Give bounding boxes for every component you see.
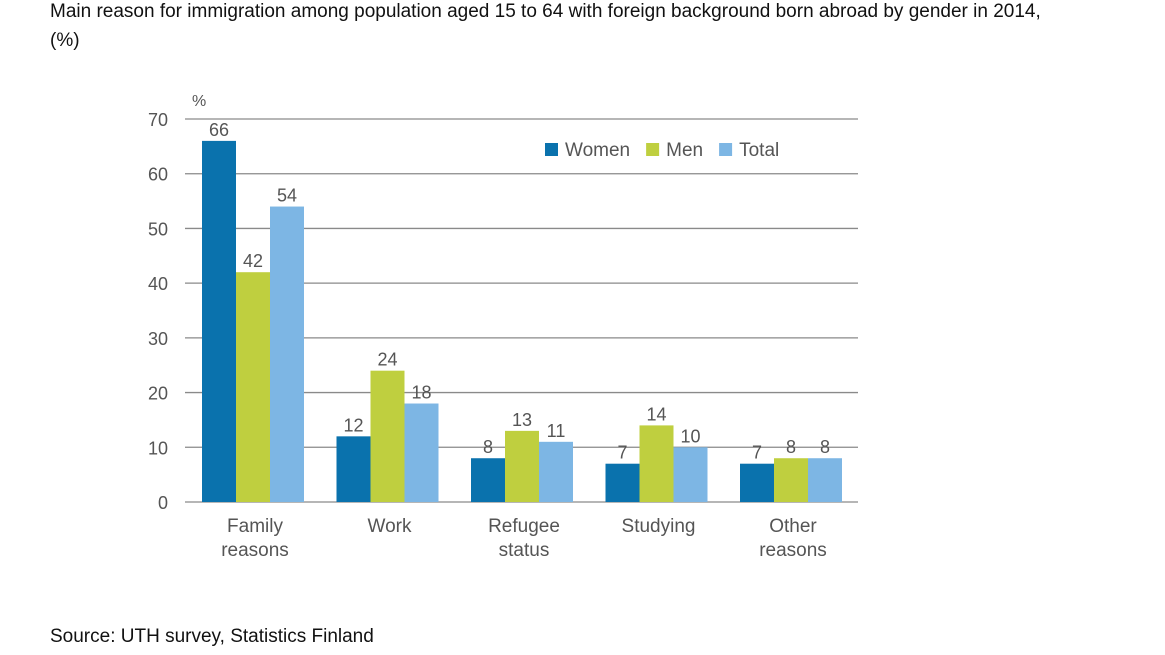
category-label: Studying xyxy=(622,516,696,537)
data-label: 11 xyxy=(547,421,566,441)
category-label: Refugee xyxy=(488,516,560,537)
y-tick-label: 70 xyxy=(148,110,168,130)
bar-women xyxy=(471,458,505,502)
data-label: 14 xyxy=(646,404,666,424)
data-label: 8 xyxy=(786,437,796,457)
bar-total xyxy=(808,458,842,502)
bar-men xyxy=(774,458,808,502)
data-label: 8 xyxy=(483,437,493,457)
y-tick-label: 60 xyxy=(148,165,168,185)
legend-swatch-men xyxy=(646,143,660,156)
data-label: 8 xyxy=(820,437,830,457)
y-axis-unit: % xyxy=(192,93,206,110)
data-label: 54 xyxy=(277,186,297,206)
y-tick-label: 40 xyxy=(148,274,168,294)
category-label: Other xyxy=(769,516,817,537)
bar-total xyxy=(404,403,439,502)
y-tick-label: 50 xyxy=(148,219,168,239)
legend-swatch-total xyxy=(719,143,733,156)
bar-men xyxy=(639,425,674,502)
bar-men xyxy=(505,430,539,502)
chart-title: Main reason for immigration among popula… xyxy=(50,1,1041,51)
y-tick-label: 0 xyxy=(158,493,168,513)
bar-total xyxy=(539,441,573,502)
bar-men xyxy=(236,272,270,502)
data-label: 10 xyxy=(680,426,700,446)
legend-label-women: Women xyxy=(565,140,630,161)
bar-total xyxy=(673,447,708,502)
category-label: Work xyxy=(368,516,412,537)
bar-women xyxy=(202,140,236,502)
bar-women xyxy=(740,463,774,502)
bar-women xyxy=(605,463,640,502)
data-label: 42 xyxy=(243,251,263,271)
y-tick-label: 30 xyxy=(148,329,168,349)
data-label: 12 xyxy=(343,415,363,435)
y-tick-label: 20 xyxy=(148,384,168,404)
bar-women xyxy=(336,436,371,502)
legend-label-men: Men xyxy=(666,140,703,161)
source-note: Source: UTH survey, Statistics Finland xyxy=(50,626,374,647)
category-label: Family xyxy=(227,516,283,537)
data-label: 66 xyxy=(209,120,229,140)
data-label: 13 xyxy=(512,410,532,430)
legend-swatch-women xyxy=(545,143,558,156)
data-label: 24 xyxy=(377,350,397,370)
legend-label-total: Total xyxy=(739,140,779,161)
category-label: reasons xyxy=(221,540,289,561)
category-label: reasons xyxy=(759,540,827,561)
bar-men xyxy=(370,370,405,502)
category-label: status xyxy=(499,540,550,561)
bar-total xyxy=(270,206,304,503)
data-label: 7 xyxy=(617,443,627,463)
data-label: 7 xyxy=(752,443,762,463)
data-label: 18 xyxy=(411,383,431,403)
y-tick-label: 10 xyxy=(148,438,168,458)
